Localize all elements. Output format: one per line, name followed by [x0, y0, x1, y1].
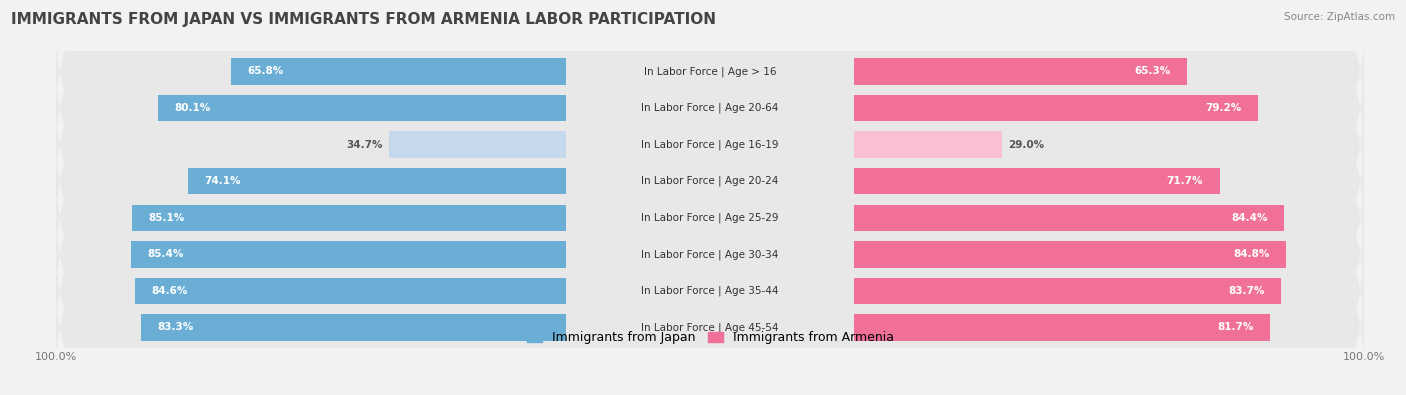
Text: In Labor Force | Age 35-44: In Labor Force | Age 35-44 — [641, 286, 779, 296]
Text: In Labor Force | Age 45-54: In Labor Force | Age 45-54 — [641, 322, 779, 333]
FancyBboxPatch shape — [53, 71, 1367, 292]
Text: 83.7%: 83.7% — [1227, 286, 1264, 296]
Bar — [131, 241, 567, 267]
Bar — [135, 278, 567, 304]
Text: 85.1%: 85.1% — [149, 213, 184, 223]
FancyBboxPatch shape — [53, 34, 1367, 255]
Bar — [853, 314, 1271, 340]
Bar — [142, 314, 567, 340]
Bar — [157, 95, 567, 121]
Text: 65.8%: 65.8% — [247, 66, 283, 77]
Text: IMMIGRANTS FROM JAPAN VS IMMIGRANTS FROM ARMENIA LABOR PARTICIPATION: IMMIGRANTS FROM JAPAN VS IMMIGRANTS FROM… — [11, 12, 716, 27]
Bar — [853, 132, 1001, 158]
FancyBboxPatch shape — [53, 217, 1367, 395]
Text: In Labor Force | Age 20-24: In Labor Force | Age 20-24 — [641, 176, 779, 186]
FancyBboxPatch shape — [53, 181, 1367, 395]
FancyBboxPatch shape — [53, 0, 1367, 182]
Text: In Labor Force | Age 16-19: In Labor Force | Age 16-19 — [641, 139, 779, 150]
Text: 84.4%: 84.4% — [1232, 213, 1268, 223]
Bar — [853, 95, 1258, 121]
Text: 84.6%: 84.6% — [150, 286, 187, 296]
Bar — [853, 241, 1286, 267]
Bar — [853, 168, 1219, 194]
Text: 71.7%: 71.7% — [1167, 176, 1204, 186]
Text: 65.3%: 65.3% — [1135, 66, 1171, 77]
Text: 74.1%: 74.1% — [205, 176, 242, 186]
Bar — [132, 205, 567, 231]
Text: 83.3%: 83.3% — [157, 322, 194, 333]
Legend: Immigrants from Japan, Immigrants from Armenia: Immigrants from Japan, Immigrants from A… — [526, 331, 894, 344]
Bar — [231, 58, 567, 85]
Bar — [853, 58, 1187, 85]
FancyBboxPatch shape — [53, 107, 1367, 328]
Bar — [853, 205, 1284, 231]
Text: Source: ZipAtlas.com: Source: ZipAtlas.com — [1284, 12, 1395, 22]
Text: 34.7%: 34.7% — [346, 139, 382, 150]
Text: 80.1%: 80.1% — [174, 103, 211, 113]
Text: In Labor Force | Age 25-29: In Labor Force | Age 25-29 — [641, 213, 779, 223]
Text: 84.8%: 84.8% — [1233, 249, 1270, 260]
Text: In Labor Force | Age > 16: In Labor Force | Age > 16 — [644, 66, 776, 77]
Bar — [853, 278, 1281, 304]
FancyBboxPatch shape — [53, 144, 1367, 365]
Text: 85.4%: 85.4% — [148, 249, 183, 260]
Text: In Labor Force | Age 20-64: In Labor Force | Age 20-64 — [641, 103, 779, 113]
Text: 81.7%: 81.7% — [1218, 322, 1254, 333]
Text: 29.0%: 29.0% — [1008, 139, 1045, 150]
Text: 79.2%: 79.2% — [1205, 103, 1241, 113]
Bar — [188, 168, 567, 194]
Text: In Labor Force | Age 30-34: In Labor Force | Age 30-34 — [641, 249, 779, 260]
Bar — [389, 132, 567, 158]
FancyBboxPatch shape — [53, 0, 1367, 218]
